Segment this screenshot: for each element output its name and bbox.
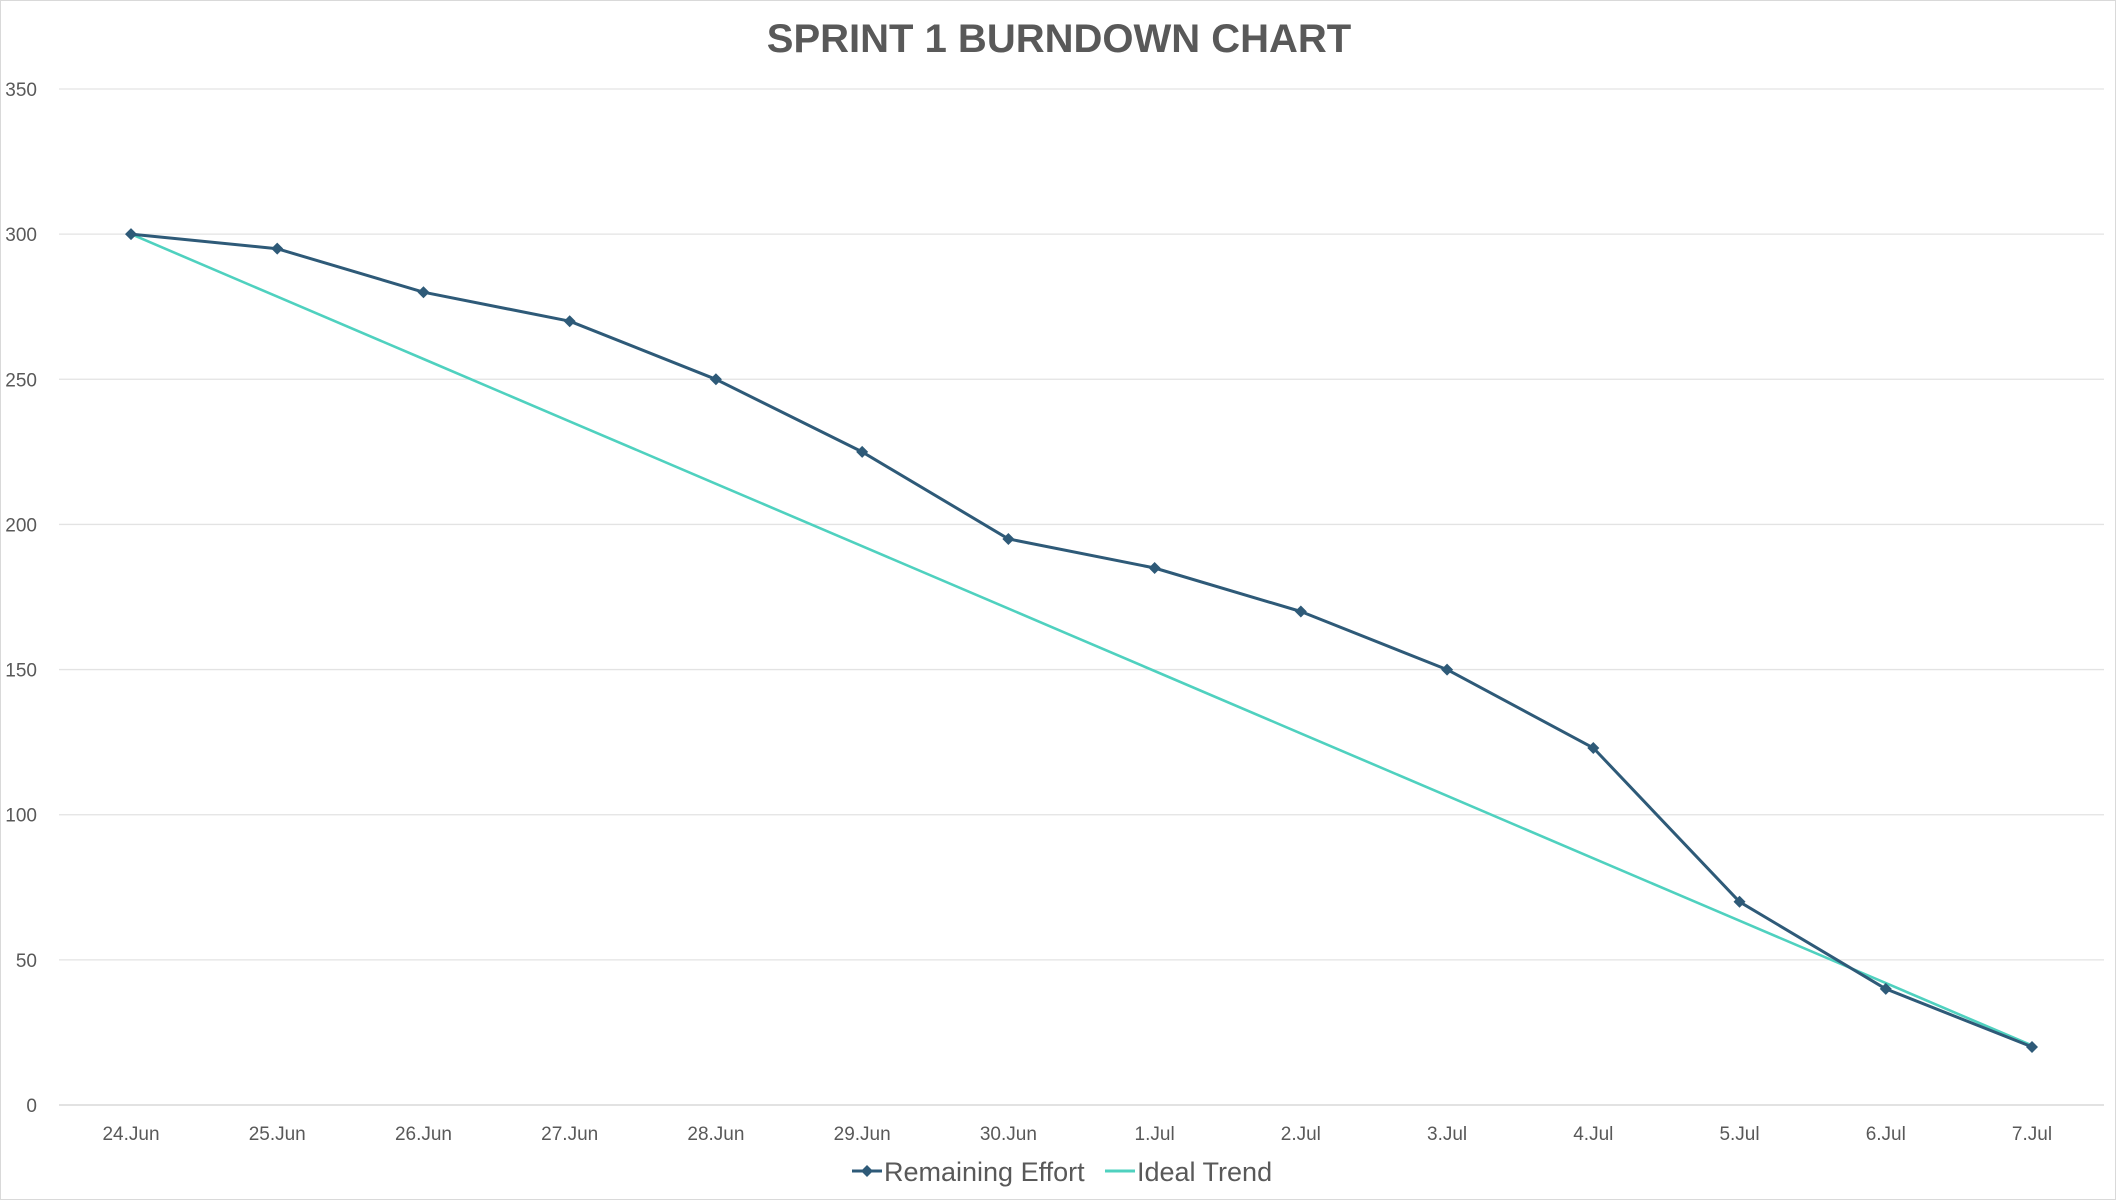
series-line-ideal-trend: [129, 232, 2034, 1047]
y-tick-label-300: 300: [5, 225, 37, 246]
x-tick-label-7.Jul: 7.Jul: [2012, 1124, 2052, 1145]
data-point-remaining-effort-7.Jul: [2026, 1040, 2038, 1053]
y-tick-label-250: 250: [5, 370, 37, 391]
x-tick-label-2.Jul: 2.Jul: [1281, 1124, 1321, 1145]
y-tick-label-150: 150: [5, 661, 37, 682]
x-tick-label-27.Jun: 27.Jun: [541, 1124, 598, 1145]
x-tick-label-3.Jul: 3.Jul: [1427, 1124, 1467, 1145]
data-point-remaining-effort-27.Jun: [563, 315, 576, 328]
data-point-remaining-effort-25.Jun: [271, 242, 284, 255]
x-tick-label-30.Jun: 30.Jun: [980, 1124, 1037, 1145]
legend-marker-remaining-effort: [861, 1165, 873, 1177]
chart-title: SPRINT 1 BURNDOWN CHART: [767, 17, 1351, 61]
data-point-remaining-effort-24.Jun: [125, 228, 137, 241]
x-tick-label-24.Jun: 24.Jun: [102, 1124, 159, 1145]
legend[interactable]: Remaining Effort Ideal Trend: [852, 1157, 1272, 1187]
legend-item-remaining-effort[interactable]: Remaining Effort: [852, 1157, 1085, 1187]
legend-item-ideal-trend[interactable]: Ideal Trend: [1105, 1157, 1272, 1187]
data-point-remaining-effort-4.Jul: [1587, 741, 1600, 754]
y-tick-label-350: 350: [5, 80, 37, 101]
legend-label-ideal-trend: Ideal Trend: [1137, 1157, 1272, 1187]
data-point-remaining-effort-30.Jun: [1002, 532, 1015, 545]
gridlines: [59, 88, 2104, 961]
x-tick-label-4.Jul: 4.Jul: [1573, 1124, 1613, 1145]
data-point-remaining-effort-3.Jul: [1441, 663, 1454, 676]
legend-label-remaining-effort: Remaining Effort: [884, 1157, 1085, 1187]
x-tick-label-26.Jun: 26.Jun: [395, 1124, 452, 1145]
y-tick-label-50: 50: [16, 951, 37, 972]
y-tick-label-200: 200: [5, 515, 37, 536]
data-point-remaining-effort-26.Jun: [417, 286, 430, 299]
data-point-remaining-effort-1.Jul: [1148, 561, 1161, 574]
x-tick-label-5.Jul: 5.Jul: [1719, 1124, 1759, 1145]
x-tick-label-6.Jul: 6.Jul: [1866, 1124, 1906, 1145]
data-point-remaining-effort-5.Jul: [1733, 895, 1746, 908]
series-line-remaining-effort: [129, 232, 2034, 1049]
x-tick-label-1.Jul: 1.Jul: [1135, 1124, 1175, 1145]
y-tick-label-100: 100: [5, 806, 37, 827]
x-tick-label-29.Jun: 29.Jun: [834, 1124, 891, 1145]
series-lines: [125, 228, 2038, 1053]
data-point-remaining-effort-29.Jun: [856, 445, 869, 458]
x-tick-label-28.Jun: 28.Jun: [687, 1124, 744, 1145]
data-point-remaining-effort-2.Jul: [1294, 605, 1307, 618]
y-tick-label-0: 0: [26, 1096, 37, 1117]
x-tick-label-25.Jun: 25.Jun: [249, 1124, 306, 1145]
axes: 0 50 100 150 200 250 300 350 24.Jun 25.Jun 26.Jun 2…: [5, 80, 2104, 1145]
data-point-remaining-effort-6.Jul: [1879, 982, 1892, 995]
data-point-remaining-effort-28.Jun: [709, 373, 722, 386]
